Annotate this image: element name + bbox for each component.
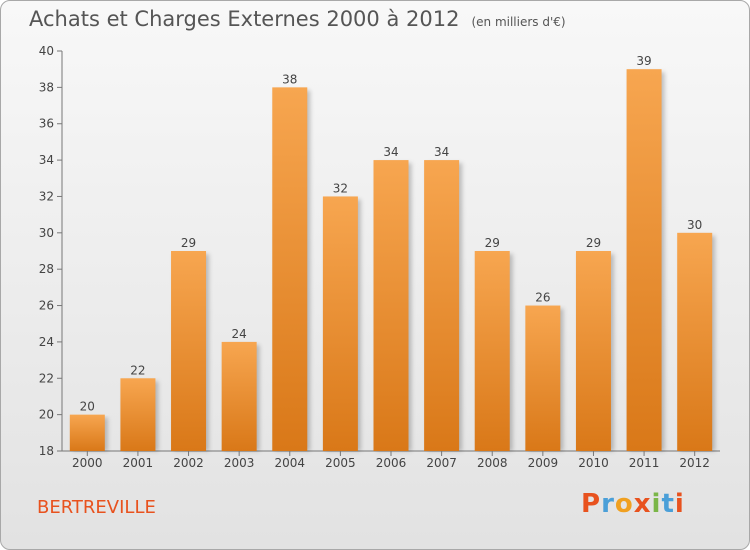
bar-value-label: 38 [282, 72, 297, 86]
y-tick-label: 18 [39, 444, 54, 458]
x-tick-label: 2005 [325, 456, 356, 470]
bar-value-label: 22 [130, 363, 145, 377]
x-tick-label: 2011 [629, 456, 660, 470]
bar-value-label: 32 [333, 181, 348, 195]
x-tick-label: 2002 [173, 456, 204, 470]
y-tick-label: 36 [39, 117, 54, 131]
logo-letter: i [674, 489, 685, 519]
bar-value-label: 34 [383, 145, 398, 159]
logo-letter: P [581, 489, 602, 519]
bar-value-label: 39 [636, 54, 651, 68]
x-tick-label: 2007 [426, 456, 457, 470]
bar [171, 251, 207, 451]
y-tick-label: 24 [39, 335, 54, 349]
bar [322, 196, 358, 451]
bar [677, 232, 713, 451]
bar [525, 305, 561, 451]
proxiti-logo: Proxiti [581, 489, 685, 519]
logo-letter: o [614, 489, 634, 519]
logo-letter: i [651, 489, 662, 519]
bar [69, 414, 105, 451]
bar-value-label: 24 [232, 327, 247, 341]
bar [424, 160, 460, 451]
title-unit: (en milliers d'€) [471, 15, 566, 29]
y-tick-label: 28 [39, 262, 54, 276]
bar [221, 341, 257, 451]
chart-title: Achats et Charges Externes 2000 à 2012 (e… [29, 7, 566, 31]
bar-value-label: 30 [687, 218, 702, 232]
x-tick-label: 2006 [376, 456, 407, 470]
bar [626, 69, 662, 451]
x-tick-label: 2010 [578, 456, 609, 470]
bar [474, 251, 510, 451]
x-tick-label: 2001 [123, 456, 154, 470]
bar-value-label: 29 [181, 236, 196, 250]
y-tick-label: 40 [39, 44, 54, 58]
bar [120, 378, 156, 451]
x-tick-label: 2000 [72, 456, 103, 470]
y-tick-label: 34 [39, 153, 54, 167]
bar-value-label: 26 [535, 291, 550, 305]
x-tick-label: 2012 [679, 456, 710, 470]
bar [272, 87, 308, 451]
y-tick-label: 20 [39, 408, 54, 422]
x-tick-label: 2009 [528, 456, 559, 470]
logo-letter: r [601, 489, 615, 519]
bar [373, 160, 409, 451]
logo-letter: t [661, 489, 675, 519]
y-tick-label: 32 [39, 189, 54, 203]
logo-letter: x [633, 489, 652, 519]
x-tick-label: 2008 [477, 456, 508, 470]
y-tick-label: 38 [39, 80, 54, 94]
bar-value-label: 29 [485, 236, 500, 250]
y-tick-label: 22 [39, 371, 54, 385]
x-tick-label: 2004 [274, 456, 305, 470]
y-tick-label: 26 [39, 299, 54, 313]
location-label: BERTREVILLE [37, 497, 156, 518]
bar [575, 251, 611, 451]
y-tick-label: 30 [39, 226, 54, 240]
bar-value-label: 20 [80, 400, 95, 414]
bar-value-label: 29 [586, 236, 601, 250]
bar-value-label: 34 [434, 145, 449, 159]
x-tick-label: 2003 [224, 456, 255, 470]
title-main: Achats et Charges Externes 2000 à 2012 [29, 7, 460, 31]
